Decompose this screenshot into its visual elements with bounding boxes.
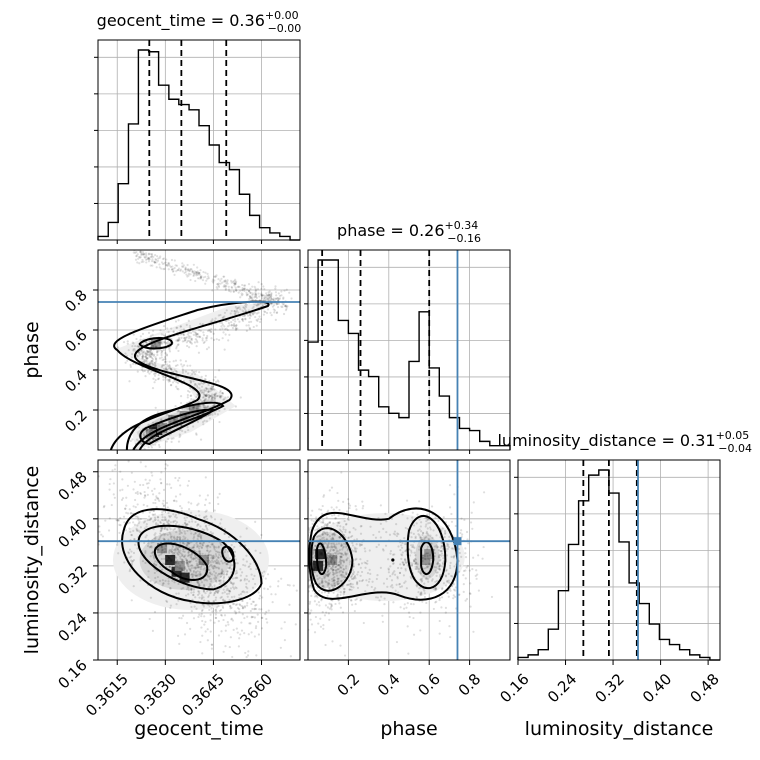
panel-frame-geocent_time-vs-phase [97, 249, 301, 451]
hist-geocent_time [97, 49, 300, 241]
contour-phase-vs-luminosity_distance-4 [420, 541, 435, 575]
contour-geocent_time-vs-phase-2 [139, 408, 216, 446]
contour-phase-vs-luminosity_distance-0 [308, 507, 459, 601]
contour-geocent_time-vs-phase-3 [138, 337, 173, 350]
contour-geocent_time-vs-luminosity_distance-3 [221, 545, 235, 563]
contour-geocent_time-vs-luminosity_distance-1 [137, 524, 236, 591]
panel-frame-phase-hist [307, 249, 511, 451]
contour-geocent_time-vs-phase-1 [125, 401, 225, 450]
xaxis-label-geocent_time: geocent_time [134, 718, 263, 740]
panel-frame-phase-vs-luminosity_distance [307, 459, 511, 661]
hist-luminosity_distance [517, 469, 720, 661]
contour-phase-vs-luminosity_distance-1 [310, 527, 354, 592]
yaxis-label-luminosity_distance: luminosity_distance [21, 466, 43, 655]
contour-phase-vs-luminosity_distance-3 [316, 542, 328, 575]
panel-title-luminosity_distance: luminosity_distance = 0.31+0.05 −0.04 [497, 429, 752, 455]
scatter-geocent_time-vs-phase [117, 250, 293, 450]
panel-title-geocent_time: geocent_time = 0.36+0.00 −0.00 [97, 9, 302, 35]
panel-frame-geocent_time-vs-luminosity_distance [97, 459, 301, 661]
yaxis-label-phase: phase [21, 321, 43, 378]
xaxis-label-luminosity_distance: luminosity_distance [525, 718, 714, 740]
truth-marker-phase-vs-luminosity_distance [453, 537, 462, 546]
contour-geocent_time-vs-luminosity_distance-0 [121, 508, 263, 605]
xaxis-label-phase: phase [380, 718, 437, 740]
contour-geocent_time-vs-luminosity_distance-2 [153, 542, 209, 581]
panel-title-phase: phase = 0.26+0.34 −0.16 [337, 219, 481, 245]
hist-phase [307, 259, 511, 450]
contour-phase-vs-luminosity_distance-2 [406, 515, 447, 589]
scatter-geocent_time-vs-luminosity_distance [98, 460, 298, 659]
panel-frame-luminosity_distance-hist [517, 459, 721, 661]
panel-frame-geocent_time-hist [97, 39, 301, 241]
